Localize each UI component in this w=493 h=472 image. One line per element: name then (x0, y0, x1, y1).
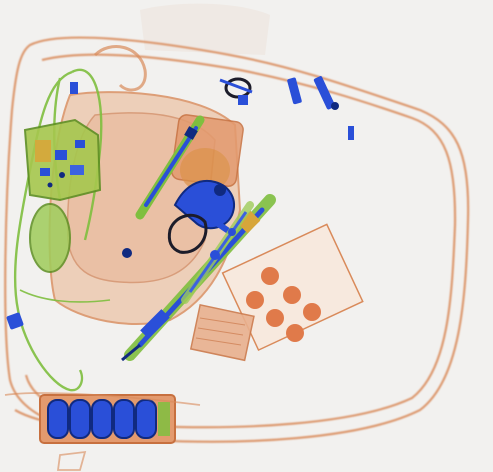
dot-blister-pack (221, 223, 364, 352)
bag-handle (93, 45, 147, 92)
pen-tool (135, 115, 205, 220)
metal-rivet (122, 248, 132, 258)
oval-pouch (29, 203, 71, 273)
bag-strap (4, 392, 201, 471)
circuit-board (23, 118, 102, 202)
cable-clip (6, 82, 78, 330)
multi-tool (181, 201, 254, 304)
fabric-patch (189, 303, 255, 362)
scissors-tool (167, 180, 235, 254)
zipper-pulls (219, 76, 354, 140)
faint-shadow (140, 3, 270, 56)
battery-pack (39, 394, 176, 444)
